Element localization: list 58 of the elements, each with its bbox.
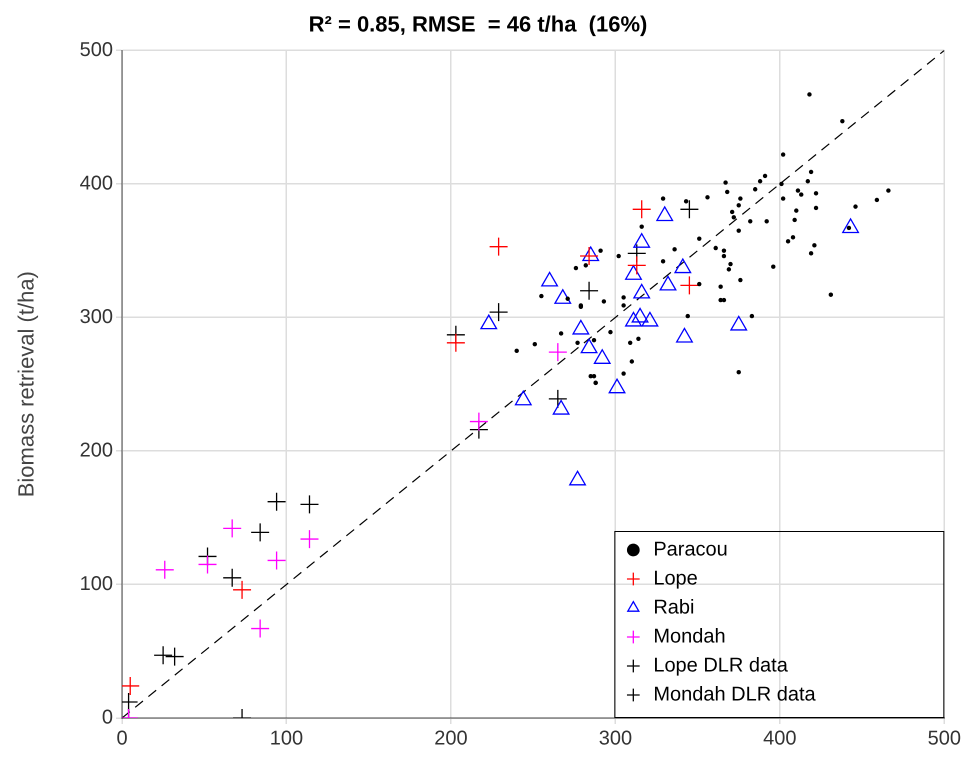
x-tick-label: 200 bbox=[434, 728, 468, 750]
point bbox=[572, 320, 590, 335]
point bbox=[514, 390, 532, 406]
chart-title: R² = 0.85, RMSE = 46 t/ha (16%) bbox=[308, 11, 648, 36]
point bbox=[250, 522, 270, 542]
point bbox=[730, 316, 748, 331]
legend-label: Paracou bbox=[653, 538, 728, 561]
point bbox=[552, 400, 570, 415]
point bbox=[155, 560, 174, 580]
point bbox=[580, 338, 598, 354]
point bbox=[656, 206, 674, 222]
point bbox=[582, 246, 600, 262]
point bbox=[153, 646, 173, 665]
point bbox=[480, 314, 498, 330]
legend-label: Mondah DLR data bbox=[653, 684, 817, 706]
y-tick-label: 500 bbox=[80, 38, 113, 61]
point bbox=[633, 233, 650, 248]
point bbox=[164, 646, 184, 666]
point bbox=[608, 378, 626, 394]
point bbox=[232, 580, 252, 600]
point bbox=[676, 328, 693, 343]
legend-label: Lope bbox=[653, 568, 698, 590]
y-tick-label: 100 bbox=[80, 572, 113, 595]
point bbox=[554, 289, 572, 304]
point bbox=[266, 550, 286, 570]
point bbox=[632, 308, 649, 323]
point bbox=[541, 272, 558, 287]
point bbox=[250, 618, 270, 638]
x-tick-label: 0 bbox=[116, 728, 128, 750]
legend-label: Mondah bbox=[653, 626, 726, 648]
point bbox=[222, 518, 242, 538]
y-tick-label: 300 bbox=[80, 306, 113, 328]
x-tick-label: 500 bbox=[928, 728, 962, 750]
point bbox=[641, 312, 658, 327]
point bbox=[266, 492, 286, 512]
point bbox=[198, 554, 218, 574]
y-tick-label: 200 bbox=[80, 439, 113, 462]
point bbox=[625, 312, 642, 327]
point bbox=[674, 258, 692, 274]
point bbox=[300, 494, 320, 514]
point bbox=[660, 276, 676, 291]
point bbox=[625, 265, 642, 280]
x-tick-label: 400 bbox=[763, 728, 797, 750]
x-tick-label: 100 bbox=[270, 728, 304, 750]
legend-label: Lope DLR data bbox=[653, 654, 789, 677]
x-tick-label: 300 bbox=[598, 728, 632, 750]
legend-label: Rabi bbox=[653, 596, 694, 619]
point bbox=[548, 389, 568, 409]
point bbox=[469, 412, 489, 432]
y-tick-label: 400 bbox=[80, 172, 113, 194]
y-axis-title: Biomass retrieval (t/ha) bbox=[13, 271, 38, 498]
point bbox=[633, 284, 650, 299]
point bbox=[594, 349, 611, 364]
point bbox=[300, 529, 320, 549]
point bbox=[842, 218, 860, 234]
point bbox=[122, 676, 140, 696]
point bbox=[222, 568, 242, 588]
y-tick-label: 0 bbox=[102, 706, 113, 729]
